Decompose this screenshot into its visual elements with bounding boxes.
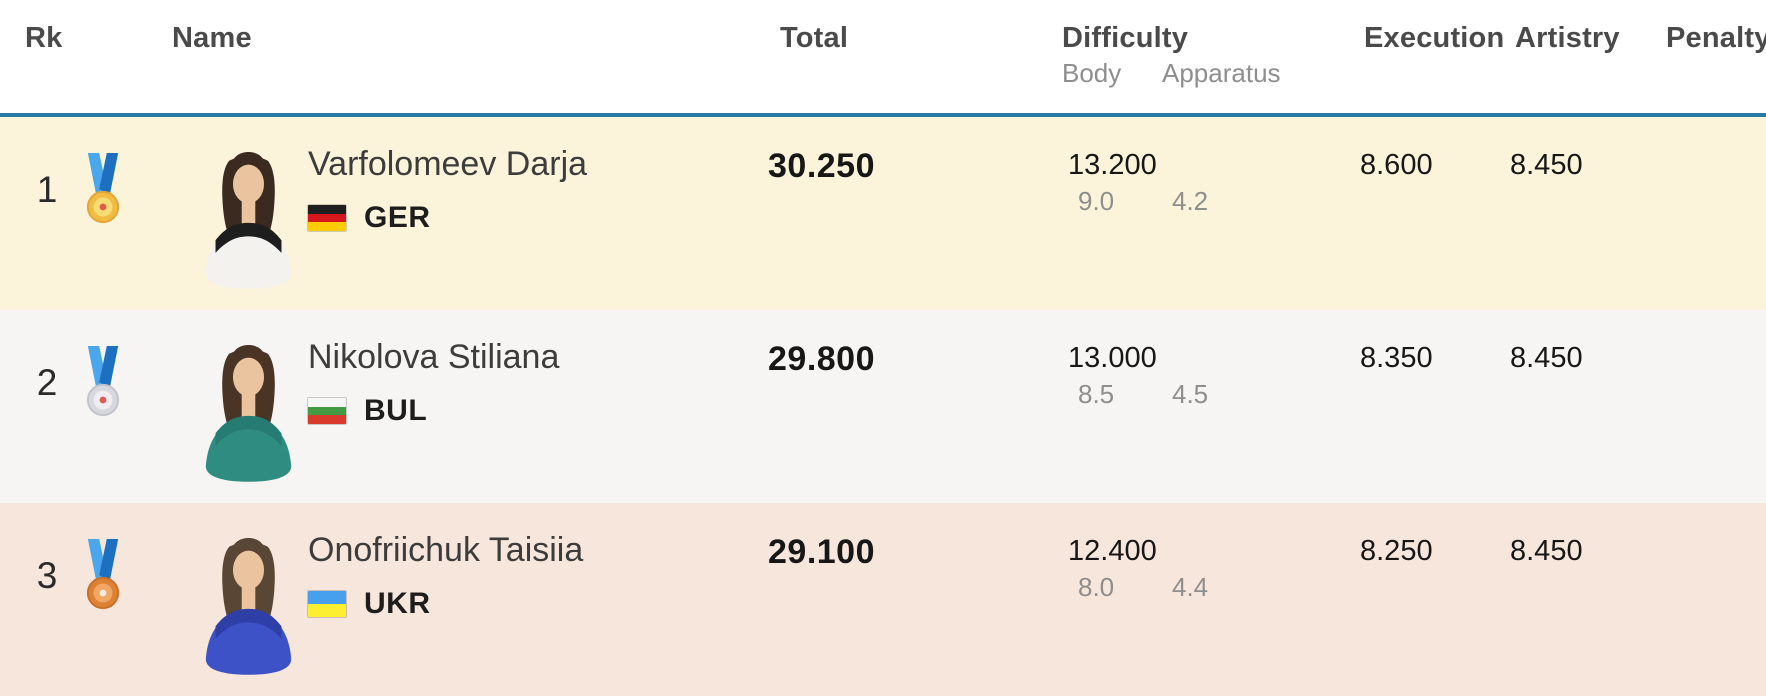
photo-face [232,357,265,397]
apparatus-score: 4.2 [1172,186,1209,216]
medal-emblem [99,589,107,597]
country-line: GER [307,201,431,235]
column-subheader-apparatus: Apparatus [1162,58,1281,88]
total-score: 29.800 [768,340,875,378]
athlete-photo [205,152,292,289]
body-score: 8.5 [1078,379,1115,409]
column-header-execution: Execution [1364,22,1505,54]
difficulty-score: 12.400 [1068,535,1157,567]
apparatus-score: 4.5 [1172,379,1209,409]
flag-ger [307,204,347,232]
artistry-score: 8.450 [1510,535,1583,567]
athlete-name: Varfolomeev Darja [308,145,588,183]
total-score: 30.250 [768,147,875,185]
column-header-penalty: Penalty [1666,22,1766,54]
country-code: GER [364,201,431,234]
difficulty-score: 13.000 [1068,342,1157,374]
photo-hair-top [230,345,267,372]
results-table-body: 1 Varfolomeev Darja GER 30.250 13.200 9.… [0,117,1766,696]
total-score: 29.100 [768,533,875,571]
athlete-photo [205,345,292,482]
medal-ribbon-right [99,539,119,582]
flag-ukr [307,590,347,618]
artistry-score: 8.450 [1510,149,1583,181]
body-score: 9.0 [1078,186,1115,216]
apparatus-score: 4.4 [1172,572,1209,602]
photo-hair-top [230,152,267,179]
column-header-artistry: Artistry [1515,22,1620,54]
table-row[interactable]: 1 Varfolomeev Darja GER 30.250 13.200 9.… [0,117,1766,310]
column-subheader-body: Body [1062,58,1122,88]
medal-ribbon-right [99,346,119,389]
table-row[interactable]: 2 Nikolova Stiliana BUL 29.800 13.000 8.… [0,310,1766,503]
country-line: BUL [307,394,427,428]
rank-number: 1 [36,169,58,210]
athlete-name: Nikolova Stiliana [308,338,560,376]
flag-bul [307,397,347,425]
table-header: Rk Name Total Difficulty Body Apparatus … [0,0,1766,117]
rank-number: 2 [36,362,58,403]
athlete-photo [205,538,292,675]
photo-face [232,164,265,204]
rank-number: 3 [36,555,58,596]
bronze-medal-icon [86,539,120,610]
photo-face [232,550,265,590]
column-header-name: Name [172,22,252,54]
country-code: UKR [364,587,431,620]
column-header-total: Total [780,22,849,54]
silver-medal-icon [86,346,120,417]
column-header-difficulty: Difficulty [1062,22,1189,54]
execution-score: 8.250 [1360,535,1433,567]
medal-emblem [99,396,107,404]
medal-emblem [99,203,107,211]
medal-ribbon-right [99,153,119,196]
difficulty-score: 13.200 [1068,149,1157,181]
photo-shoulders [215,608,282,639]
country-code: BUL [364,394,428,427]
execution-score: 8.350 [1360,342,1433,374]
body-score: 8.0 [1078,572,1115,602]
photo-neck [241,199,256,225]
photo-neck [241,392,256,418]
country-line: UKR [307,587,431,621]
column-header-rank: Rk [25,22,63,54]
photo-shoulders [215,415,282,446]
execution-score: 8.600 [1360,149,1433,181]
photo-shoulders [215,222,282,253]
photo-neck [241,585,256,611]
photo-hair-top [230,538,267,565]
table-row[interactable]: 3 Onofriichuk Taisiia UKR 29.100 12.400 … [0,503,1766,696]
gold-medal-icon [86,153,120,224]
artistry-score: 8.450 [1510,342,1583,374]
athlete-name: Onofriichuk Taisiia [308,531,584,569]
